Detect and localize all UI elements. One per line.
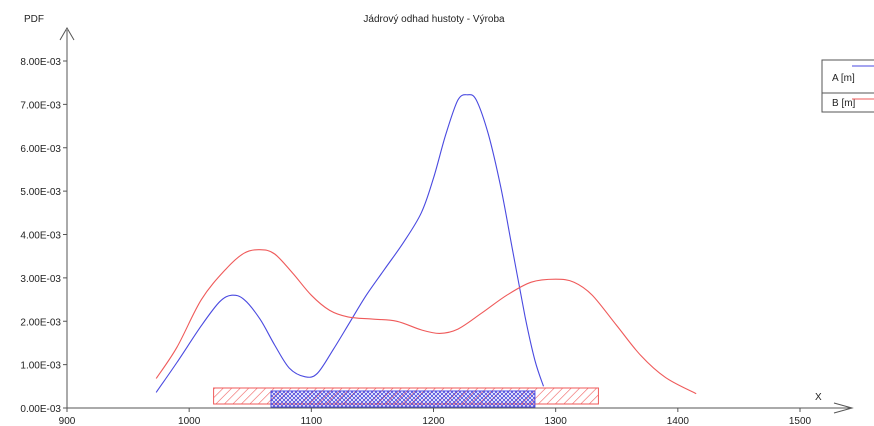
series-lines <box>155 94 697 395</box>
x-ticks: 900 1000 1100 1200 1300 1400 1500 <box>59 408 812 426</box>
x-axis <box>67 402 854 414</box>
y-ticks: 0.00E-03 1.00E-03 2.00E-03 3.00E-03 4.00E-03… <box>20 57 67 415</box>
legend-box <box>821 59 874 113</box>
y-tick-label: 8.00E-03 <box>20 57 61 68</box>
y-tick-label: 3.00E-03 <box>20 274 61 285</box>
y-tick-label: 7.00E-03 <box>20 100 61 111</box>
x-tick-label: 1000 <box>178 416 201 426</box>
y-tick-label: 5.00E-03 <box>20 187 61 198</box>
x-tick-label: 1300 <box>545 416 568 426</box>
legend-label-a: A [m] <box>832 73 855 84</box>
y-axis <box>59 27 75 408</box>
x-axis-arrow <box>833 402 854 414</box>
x-tick-label: 900 <box>59 416 76 426</box>
y-axis-arrow <box>59 27 75 41</box>
x-tick-label: 1500 <box>789 416 812 426</box>
x-tick-label: 1400 <box>667 416 690 426</box>
x-tick-label: 1100 <box>301 416 323 426</box>
range-bars <box>213 387 599 408</box>
legend: A [m] B [m] <box>821 59 874 113</box>
series-b-line <box>155 249 697 395</box>
chart-title: Jádrový odhad hustoty - Výroba <box>363 14 505 25</box>
y-axis-label: PDF <box>24 14 44 25</box>
y-tick-label: 1.00E-03 <box>20 361 61 372</box>
legend-label-b: B [m] <box>832 98 856 109</box>
range-bar-a <box>270 390 536 408</box>
y-tick-label: 0.00E-03 <box>20 404 61 415</box>
x-tick-label: 1200 <box>422 416 445 426</box>
y-tick-label: 2.00E-03 <box>20 317 61 328</box>
y-tick-label: 4.00E-03 <box>20 231 61 242</box>
series-a-line <box>155 94 545 393</box>
y-tick-label: 6.00E-03 <box>20 144 61 155</box>
x-axis-label: X <box>815 392 822 403</box>
